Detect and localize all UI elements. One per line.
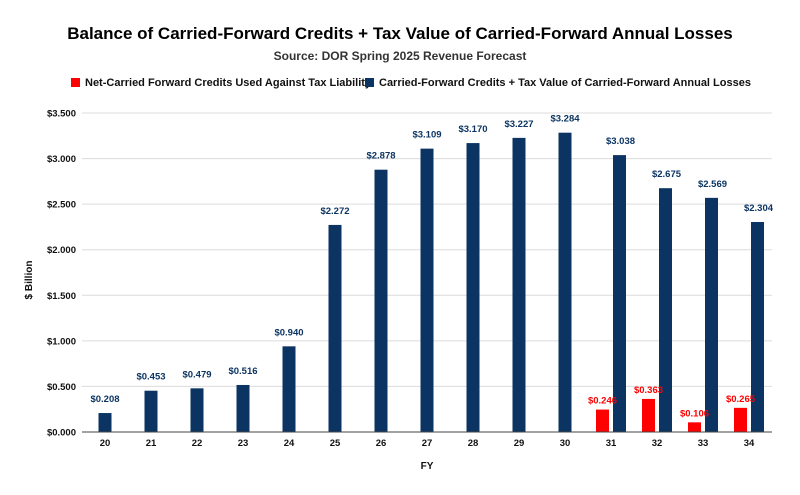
x-tick-label: 27 [422,438,433,449]
data-label-net-credits-used: $0.106 [680,408,709,419]
bar-carried-forward-balance [751,222,764,432]
y-tick-label: $1.000 [47,336,76,347]
x-axis-title: FY [421,461,434,472]
bar-carried-forward-balance [374,169,388,432]
data-label-carried-forward-balance: $3.109 [412,130,441,141]
data-label-carried-forward-balance: $0.453 [136,372,165,383]
y-tick-label: $1.500 [47,291,76,302]
data-label-carried-forward-balance: $3.170 [458,124,487,135]
data-labels: $0.208 $0.453 $0.479 $0.516 $0.940 $2.272 $2.8… [90,114,773,420]
data-label-carried-forward-balance: $2.675 [652,169,682,180]
bar-carried-forward-balance [466,143,480,432]
bar-carried-forward-balance [659,188,672,432]
data-label-carried-forward-balance: $2.878 [366,151,395,162]
legend-label-net-credits-used: Net-Carried Forward Credits Used Against… [85,77,372,89]
legend-swatch-carried-forward-balance [365,78,374,87]
bars [98,132,764,433]
legend-swatch-net-credits-used [71,78,80,87]
x-tick-label: 33 [698,438,709,449]
bar-carried-forward-balance [282,346,296,432]
x-tick-label: 24 [284,438,295,449]
data-label-carried-forward-balance: $2.272 [320,206,349,217]
bar-carried-forward-balance [236,384,250,432]
x-tick-label: 29 [514,438,525,449]
legend: Net-Carried Forward Credits Used Against… [71,77,751,89]
y-tick-label: $3.000 [47,154,76,165]
data-label-carried-forward-balance: $2.569 [698,179,727,190]
data-label-carried-forward-balance: $3.227 [504,119,533,130]
x-tick-label: 22 [192,438,203,449]
bar-carried-forward-balance [705,197,718,432]
bar-carried-forward-balance [420,148,434,433]
data-label-carried-forward-balance: $0.940 [274,327,303,338]
x-tick-label: 31 [606,438,617,449]
data-label-carried-forward-balance: $3.284 [550,114,580,125]
chart-subtitle: Source: DOR Spring 2025 Revenue Forecast [274,49,527,63]
x-tick-label: 28 [468,438,479,449]
y-tick-label: $0.500 [47,382,76,393]
x-tick-label: 20 [100,438,111,449]
x-tick-label: 26 [376,438,387,449]
data-label-carried-forward-balance: $0.516 [228,366,257,377]
y-tick-label: $2.000 [47,245,76,256]
x-tick-label: 25 [330,438,341,449]
x-tick-label: 32 [652,438,663,449]
data-label-net-credits-used: $0.265 [726,394,756,405]
data-label-carried-forward-balance: $3.038 [606,136,635,147]
x-axis-ticks: 20 21 22 23 24 25 26 27 28 29 30 31 32 33 34 [100,438,755,449]
bar-carried-forward-balance [190,388,204,432]
bar-carried-forward-balance [144,390,158,432]
y-tick-label: $0.000 [47,428,76,439]
x-tick-label: 34 [744,438,755,449]
bar-carried-forward-balance [613,155,626,432]
x-tick-label: 30 [560,438,571,449]
y-tick-label: $3.500 [47,109,76,120]
bar-carried-forward-balance [558,132,572,432]
chart-title: Balance of Carried-Forward Credits + Tax… [67,24,733,43]
bar-net-credits-used [642,398,655,432]
data-label-net-credits-used: $0.246 [588,396,617,407]
bar-net-credits-used [734,407,747,432]
y-axis-ticks: $0.000 $0.500 $1.000 $1.500 $2.000 $2.500 $3.0… [47,109,76,439]
bar-carried-forward-balance [512,137,526,432]
data-label-carried-forward-balance: $0.208 [90,394,119,405]
bar-net-credits-used [596,409,609,432]
bar-carried-forward-balance [98,413,112,432]
y-axis-title: $ Billion [24,261,35,300]
legend-label-carried-forward-balance: Carried-Forward Credits + Tax Value of C… [379,77,751,89]
x-tick-label: 21 [146,438,157,449]
data-label-net-credits-used: $0.363 [634,385,663,396]
bar-carried-forward-balance [328,224,342,432]
x-tick-label: 23 [238,438,249,449]
y-tick-label: $2.500 [47,200,76,211]
data-label-carried-forward-balance: $2.304 [744,203,774,214]
bar-net-credits-used [688,422,701,432]
data-label-carried-forward-balance: $0.479 [182,369,211,380]
